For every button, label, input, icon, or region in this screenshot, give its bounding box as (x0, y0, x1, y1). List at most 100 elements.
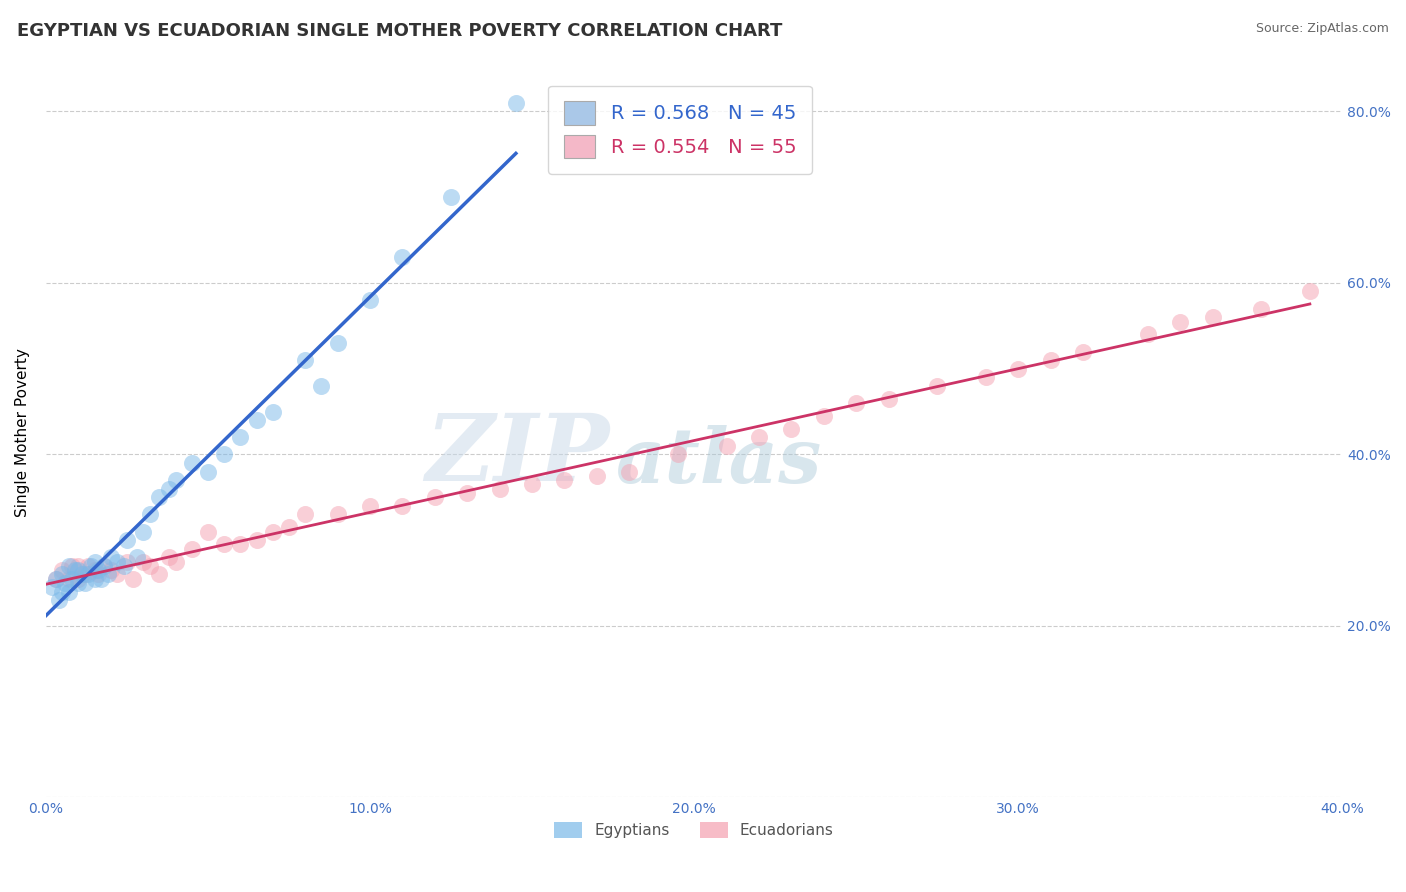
Point (246, 413, 269, 427)
Point (165, 473, 187, 487)
Text: Source: ZipAtlas.com: Source: ZipAtlas.com (1256, 22, 1389, 36)
Point (845, 396, 868, 410)
Point (60, 572, 83, 586)
Point (138, 558, 160, 573)
Point (927, 379, 949, 393)
Point (440, 190, 463, 204)
Point (157, 550, 180, 565)
Point (58, 572, 80, 586)
Point (716, 439, 738, 453)
Point (115, 555, 138, 569)
Point (67, 563, 90, 577)
Point (51, 584, 73, 599)
Point (90, 572, 112, 586)
Point (115, 533, 138, 548)
Point (586, 468, 609, 483)
Point (100, 563, 122, 577)
Point (780, 422, 803, 436)
Point (77, 558, 100, 573)
Point (45, 572, 67, 586)
Point (488, 482, 510, 496)
Text: EGYPTIAN VS ECUADORIAN SINGLE MOTHER POVERTY CORRELATION CHART: EGYPTIAN VS ECUADORIAN SINGLE MOTHER POV… (17, 22, 782, 40)
Point (391, 250, 413, 264)
Point (67, 572, 90, 586)
Point (229, 537, 252, 551)
Point (125, 550, 148, 565)
Point (105, 567, 128, 582)
Point (51, 567, 73, 582)
Point (112, 558, 135, 573)
Point (294, 353, 316, 368)
Point (262, 524, 284, 539)
Point (73, 567, 96, 582)
Point (96, 567, 118, 582)
Point (83, 555, 105, 569)
Point (1299, 285, 1322, 299)
Text: ZIP: ZIP (426, 409, 610, 500)
Point (58, 584, 80, 599)
Point (55, 576, 77, 591)
Point (122, 572, 145, 586)
Point (70, 567, 93, 582)
Point (553, 473, 575, 487)
Point (93, 558, 115, 573)
Point (180, 456, 202, 470)
Point (51, 563, 73, 577)
Point (197, 524, 219, 539)
Point (423, 491, 446, 505)
Point (197, 465, 219, 479)
Point (165, 555, 187, 569)
Point (456, 486, 478, 500)
Point (326, 335, 349, 350)
Point (45, 572, 67, 586)
Point (83, 563, 105, 577)
Point (748, 430, 770, 444)
Point (1071, 344, 1094, 359)
Point (619, 465, 641, 479)
Point (246, 533, 269, 548)
Point (138, 508, 160, 522)
Point (229, 430, 252, 444)
Point (132, 555, 155, 569)
Point (1250, 301, 1272, 316)
Point (87, 563, 110, 577)
Point (60, 558, 83, 573)
Point (294, 508, 316, 522)
Point (520, 477, 543, 491)
Point (262, 404, 284, 418)
Point (67, 558, 90, 573)
Point (67, 576, 90, 591)
Point (132, 524, 155, 539)
Point (105, 555, 128, 569)
Point (1007, 361, 1029, 376)
Point (93, 558, 115, 573)
Point (48, 593, 70, 607)
Point (148, 567, 170, 582)
Point (148, 491, 170, 505)
Point (877, 392, 900, 406)
Point (278, 520, 301, 534)
Point (666, 447, 689, 461)
Point (974, 370, 997, 384)
Point (77, 567, 100, 582)
Point (1201, 310, 1223, 325)
Point (1136, 327, 1159, 342)
Point (157, 482, 180, 496)
Y-axis label: Single Mother Poverty: Single Mother Poverty (15, 349, 30, 517)
Point (391, 499, 413, 513)
Point (1039, 353, 1062, 368)
Point (212, 447, 235, 461)
Point (73, 576, 96, 591)
Point (180, 541, 202, 556)
Point (41, 580, 63, 594)
Point (1168, 314, 1191, 328)
Point (58, 558, 80, 573)
Point (212, 537, 235, 551)
Point (80, 558, 103, 573)
Point (326, 508, 349, 522)
Point (87, 567, 110, 582)
Point (813, 409, 835, 423)
Point (359, 499, 381, 513)
Point (63, 563, 86, 577)
Legend: Egyptians, Ecuadorians: Egyptians, Ecuadorians (548, 816, 839, 845)
